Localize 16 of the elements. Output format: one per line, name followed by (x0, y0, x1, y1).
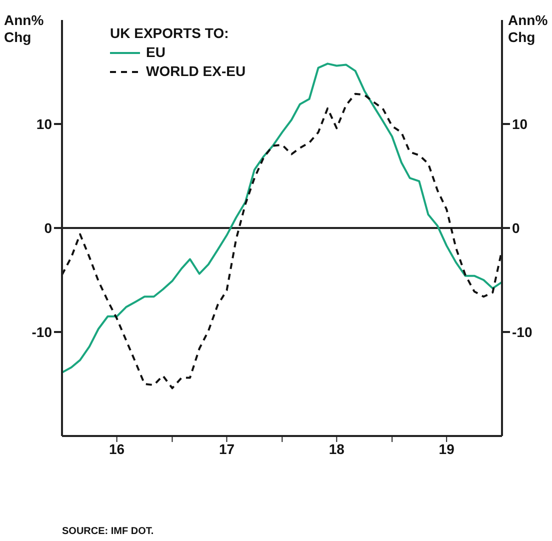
y2-tick-label: 0 (512, 220, 520, 236)
y2-axis-title: Ann% Chg (508, 12, 549, 46)
y-tick-label: 0 (44, 220, 52, 236)
x-tick-label: 17 (218, 440, 235, 457)
y-axis-title: Ann% Chg (4, 12, 45, 46)
x-tick-label: 19 (438, 440, 455, 457)
y-tick-label: -10 (32, 324, 52, 340)
x-tick-label: 16 (109, 440, 125, 457)
y2-tick-label: -10 (512, 324, 532, 340)
source-note: SOURCE: IMF DOT. (62, 526, 154, 537)
y-tick-label: 10 (36, 116, 52, 132)
x-tick-label: 18 (328, 440, 345, 457)
legend-label: EU (146, 43, 166, 62)
legend-label: WORLD EX-EU (146, 62, 246, 81)
legend-title: UK EXPORTS TO: (110, 24, 230, 43)
y2-tick-label: 10 (512, 116, 528, 132)
